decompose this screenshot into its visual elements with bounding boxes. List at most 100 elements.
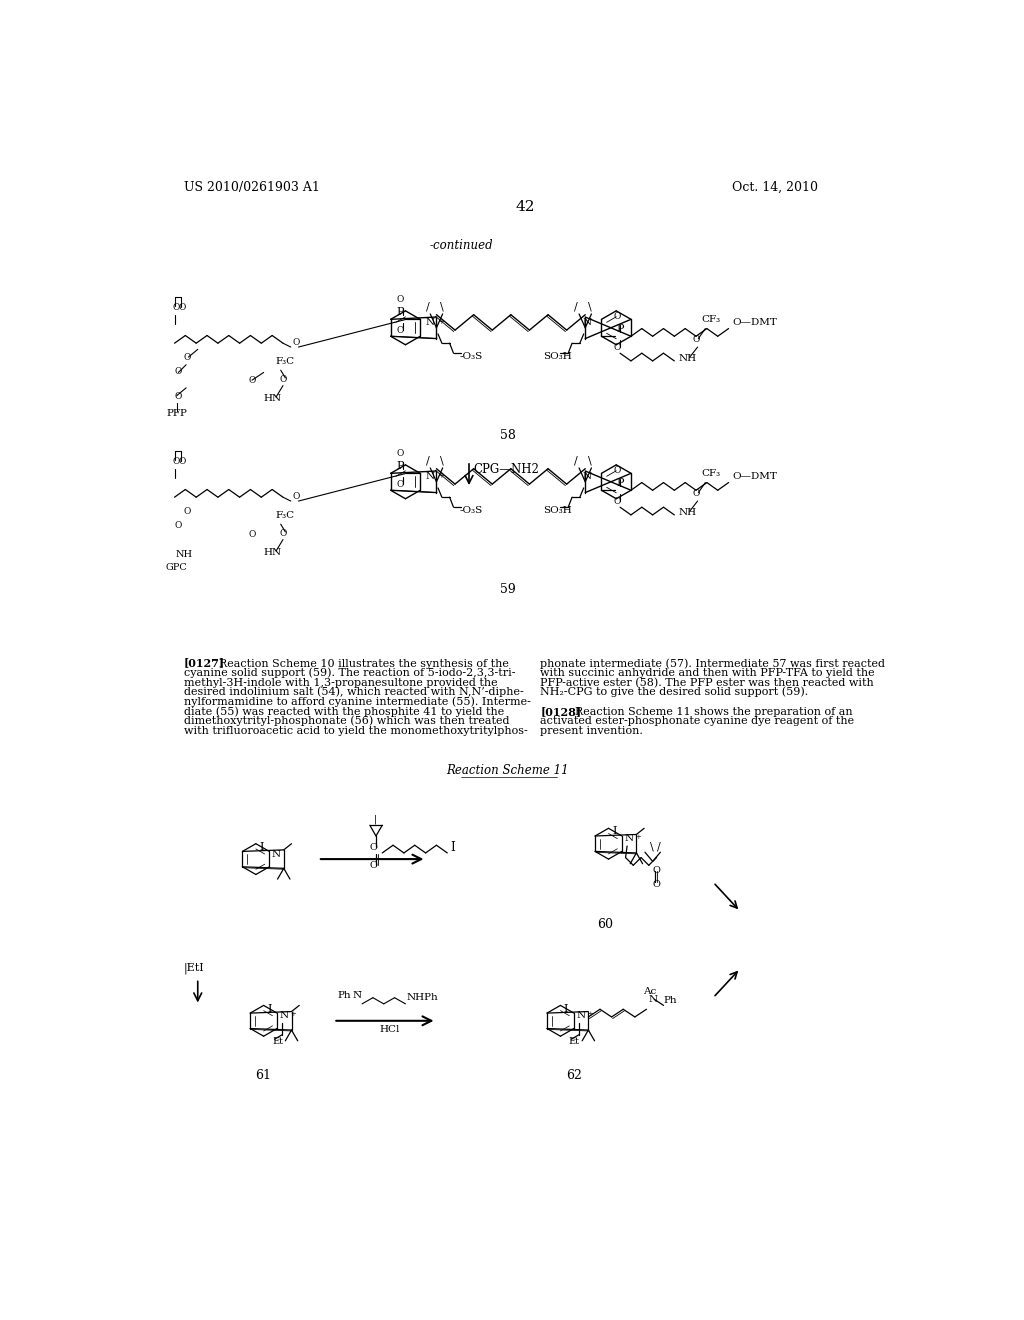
- Text: O: O: [652, 880, 660, 888]
- Text: N: N: [649, 994, 658, 1003]
- Text: Ph: Ph: [664, 997, 677, 1005]
- Text: O: O: [174, 521, 182, 531]
- Text: NH: NH: [176, 550, 194, 560]
- Text: HN: HN: [263, 393, 282, 403]
- Text: [0128]: [0128]: [541, 706, 582, 717]
- Text: O: O: [174, 392, 182, 401]
- Text: cyanine solid support (59). The reaction of 5-iodo-2,3,3-tri-: cyanine solid support (59). The reaction…: [183, 668, 515, 678]
- Text: \: \: [589, 455, 592, 466]
- Text: O: O: [248, 531, 256, 540]
- Text: O: O: [172, 304, 179, 312]
- Text: N: N: [583, 318, 592, 327]
- Text: I: I: [267, 1003, 271, 1014]
- Text: P: P: [396, 462, 403, 471]
- Text: O: O: [248, 376, 256, 385]
- Text: present invention.: present invention.: [541, 726, 643, 737]
- Text: |EtI: |EtI: [183, 962, 205, 974]
- Text: US 2010/0261903 A1: US 2010/0261903 A1: [183, 181, 319, 194]
- Text: methyl-3H-indole with 1,3-propanesultone provided the: methyl-3H-indole with 1,3-propanesultone…: [183, 678, 498, 688]
- Text: O—DMT: O—DMT: [732, 318, 777, 327]
- Text: I: I: [564, 1003, 568, 1014]
- Text: O: O: [174, 367, 182, 376]
- Text: N: N: [280, 1011, 289, 1020]
- Text: Reaction Scheme 10 illustrates the synthesis of the: Reaction Scheme 10 illustrates the synth…: [212, 659, 509, 669]
- Text: -O₃S: -O₃S: [460, 507, 483, 515]
- Text: /: /: [426, 455, 429, 466]
- Text: +: +: [587, 1010, 593, 1018]
- Text: O: O: [172, 457, 179, 466]
- Text: 42: 42: [515, 199, 535, 214]
- Text: F₃C: F₃C: [275, 356, 294, 366]
- Text: dimethoxytrityl-phosphonate (56) which was then treated: dimethoxytrityl-phosphonate (56) which w…: [183, 715, 509, 726]
- Text: nylformamidine to afford cyanine intermediate (55). Interme-: nylformamidine to afford cyanine interme…: [183, 697, 530, 708]
- Text: O: O: [613, 343, 621, 352]
- Text: /: /: [574, 455, 579, 466]
- Text: Reaction Scheme 11: Reaction Scheme 11: [446, 764, 569, 777]
- Text: O: O: [613, 313, 621, 321]
- Text: NH: NH: [678, 354, 696, 363]
- Text: -O₃S: -O₃S: [460, 352, 483, 362]
- Text: O: O: [280, 375, 287, 384]
- Text: O: O: [396, 480, 403, 490]
- Text: \: \: [650, 841, 654, 851]
- Text: Et: Et: [272, 1038, 283, 1045]
- Text: N: N: [426, 473, 435, 482]
- Text: O: O: [692, 490, 699, 499]
- Text: O: O: [292, 492, 300, 500]
- Text: /: /: [656, 841, 660, 851]
- Text: CPG—NH2: CPG—NH2: [473, 462, 539, 475]
- Text: CF₃: CF₃: [701, 315, 721, 325]
- Text: N: N: [426, 318, 435, 327]
- Text: O: O: [396, 326, 403, 335]
- Text: P: P: [396, 308, 403, 318]
- Text: N: N: [583, 473, 592, 482]
- Text: O: O: [280, 529, 287, 537]
- Text: I: I: [451, 841, 455, 854]
- Text: 58: 58: [500, 429, 516, 442]
- Text: O: O: [178, 457, 185, 466]
- Text: \: \: [439, 455, 443, 466]
- Text: O: O: [692, 335, 699, 345]
- Text: Reaction Scheme 11 shows the preparation of an: Reaction Scheme 11 shows the preparation…: [568, 706, 853, 717]
- Text: /: /: [426, 301, 429, 312]
- Text: O: O: [183, 507, 191, 516]
- Text: Ph: Ph: [337, 991, 351, 999]
- Text: I: I: [259, 842, 264, 851]
- Text: O—DMT: O—DMT: [732, 473, 777, 482]
- Text: activated ester-phosphonate cyanine dye reagent of the: activated ester-phosphonate cyanine dye …: [541, 717, 854, 726]
- Text: NH₂-CPG to give the desired solid support (59).: NH₂-CPG to give the desired solid suppor…: [541, 686, 809, 697]
- Text: with trifluoroacetic acid to yield the monomethoxytritylphos-: with trifluoroacetic acid to yield the m…: [183, 726, 527, 737]
- Text: HCl: HCl: [380, 1026, 400, 1035]
- Text: \: \: [589, 301, 592, 312]
- Text: O: O: [292, 338, 300, 347]
- Text: O: O: [652, 866, 660, 875]
- Text: /: /: [574, 301, 579, 312]
- Text: O: O: [613, 466, 621, 475]
- Text: N̅: N̅: [352, 991, 361, 999]
- Text: NH: NH: [678, 508, 696, 517]
- Text: CF₃: CF₃: [701, 470, 721, 478]
- Text: desired indolinium salt (54), which reacted with N,N’-diphe-: desired indolinium salt (54), which reac…: [183, 686, 523, 697]
- Text: 61: 61: [256, 1069, 271, 1081]
- Text: O: O: [370, 843, 378, 851]
- Text: diate (55) was reacted with the phosphite 41 to yield the: diate (55) was reacted with the phosphit…: [183, 706, 504, 717]
- Text: I: I: [612, 826, 616, 837]
- Text: O: O: [396, 296, 403, 305]
- Text: -continued: -continued: [429, 239, 494, 252]
- Text: P: P: [616, 478, 624, 488]
- Text: +: +: [438, 318, 443, 326]
- Text: F₃C: F₃C: [275, 511, 294, 520]
- Text: N: N: [271, 850, 281, 859]
- Text: 62: 62: [565, 1069, 582, 1081]
- Text: Et: Et: [569, 1038, 580, 1045]
- Text: O: O: [183, 354, 191, 362]
- Text: HN: HN: [263, 548, 282, 557]
- Text: PFP: PFP: [166, 409, 187, 418]
- Text: N: N: [624, 834, 633, 843]
- Text: 60: 60: [597, 919, 612, 932]
- Text: SO₃H: SO₃H: [544, 507, 572, 515]
- Text: O: O: [613, 498, 621, 506]
- Text: +: +: [635, 833, 641, 841]
- Text: O: O: [178, 304, 185, 312]
- Text: [0127]: [0127]: [183, 657, 225, 669]
